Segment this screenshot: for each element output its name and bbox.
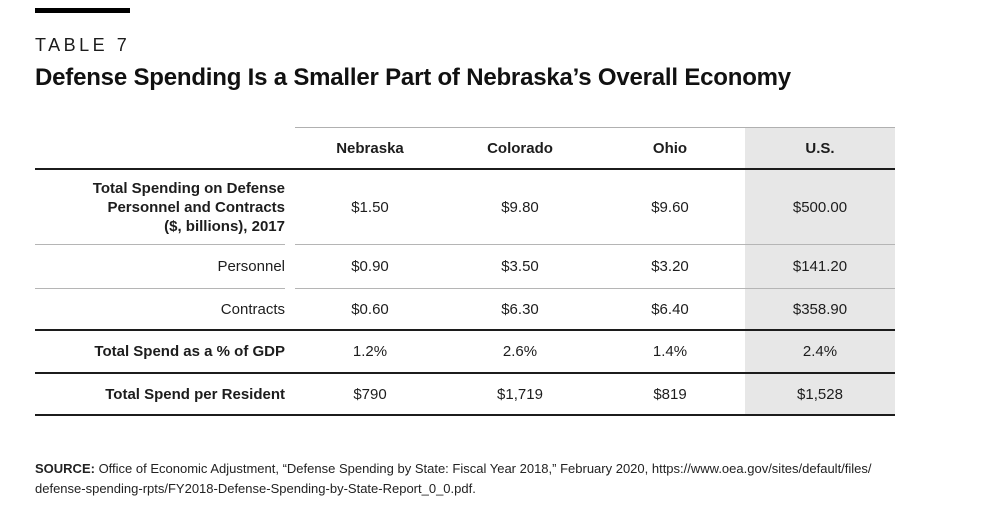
header-spacer-cell bbox=[35, 127, 285, 168]
row-label: Total Spend as a % of GDP bbox=[94, 343, 285, 360]
data-cell-ohio: $3.20 bbox=[651, 258, 689, 275]
column-gap bbox=[285, 245, 295, 289]
data-table: Nebraska Colorado Ohio U.S. Total Spendi… bbox=[35, 127, 895, 416]
data-cell-ohio: $819 bbox=[653, 385, 687, 403]
column-gap bbox=[285, 331, 295, 372]
column-header-us: U.S. bbox=[745, 128, 895, 168]
column-gap bbox=[285, 170, 295, 245]
page-title: Defense Spending Is a Smaller Part of Ne… bbox=[35, 64, 791, 91]
data-cell-nebraska: $1.50 bbox=[351, 198, 389, 216]
source-text: Office of Economic Adjustment, “Defense … bbox=[35, 461, 872, 496]
row-cells: $0.90 $3.50 $3.20 $141.20 bbox=[295, 245, 895, 289]
source-label: SOURCE: bbox=[35, 461, 95, 476]
table-row-total-spending: Total Spending on Defense Personnel and … bbox=[35, 170, 895, 245]
data-cell-colorado: $1,719 bbox=[497, 385, 543, 403]
data-cell-us: $358.90 bbox=[745, 289, 895, 329]
data-cell-us: $1,528 bbox=[745, 374, 895, 414]
data-cell-colorado: $3.50 bbox=[501, 258, 539, 275]
row-label: Personnel bbox=[35, 245, 285, 289]
header-cells: Nebraska Colorado Ohio U.S. bbox=[295, 127, 895, 168]
column-header-ohio: Ohio bbox=[652, 139, 688, 157]
row-label: Contracts bbox=[220, 300, 285, 318]
column-gap bbox=[285, 127, 295, 168]
source-note: SOURCE: Office of Economic Adjustment, “… bbox=[35, 439, 995, 499]
row-cells: $0.60 $6.30 $6.40 $358.90 bbox=[295, 289, 895, 329]
data-cell-nebraska: $790 bbox=[353, 385, 387, 403]
table-row-personnel: Personnel $0.90 $3.50 $3.20 $141.20 bbox=[35, 245, 895, 289]
column-gap bbox=[285, 289, 295, 329]
table-header-row: Nebraska Colorado Ohio U.S. bbox=[35, 127, 895, 170]
black-accent-bar bbox=[35, 8, 130, 13]
column-header-nebraska: Nebraska bbox=[336, 139, 404, 157]
data-cell-colorado: $6.30 bbox=[501, 300, 539, 318]
row-cells: 1.2% 2.6% 1.4% 2.4% bbox=[295, 331, 895, 372]
row-label: Total Spending on Defense Personnel and … bbox=[35, 170, 285, 245]
column-header-colorado: Colorado bbox=[487, 139, 553, 157]
data-cell-us: 2.4% bbox=[745, 331, 895, 372]
row-cells: $1.50 $9.80 $9.60 $500.00 bbox=[295, 170, 895, 245]
data-cell-colorado: 2.6% bbox=[502, 343, 538, 360]
data-cell-us: $141.20 bbox=[745, 245, 895, 288]
data-cell-colorado: $9.80 bbox=[501, 198, 539, 216]
data-cell-ohio: 1.4% bbox=[652, 343, 688, 360]
row-label: Total Spend per Resident bbox=[105, 385, 285, 403]
data-cell-nebraska: $0.60 bbox=[351, 300, 389, 318]
data-cell-ohio: $6.40 bbox=[651, 300, 689, 318]
data-cell-ohio: $9.60 bbox=[651, 198, 689, 216]
table-row-pct-gdp: Total Spend as a % of GDP 1.2% 2.6% 1.4%… bbox=[35, 331, 895, 374]
column-gap bbox=[285, 374, 295, 414]
table-row-contracts: Contracts $0.60 $6.30 $6.40 $358.90 bbox=[35, 289, 895, 331]
table-number: TABLE 7 bbox=[35, 35, 131, 55]
row-cells: $790 $1,719 $819 $1,528 bbox=[295, 374, 895, 414]
data-cell-nebraska: 1.2% bbox=[352, 343, 388, 360]
table-row-per-resident: Total Spend per Resident $790 $1,719 $81… bbox=[35, 374, 895, 416]
data-cell-nebraska: $0.90 bbox=[351, 258, 389, 275]
data-cell-us: $500.00 bbox=[745, 170, 895, 244]
